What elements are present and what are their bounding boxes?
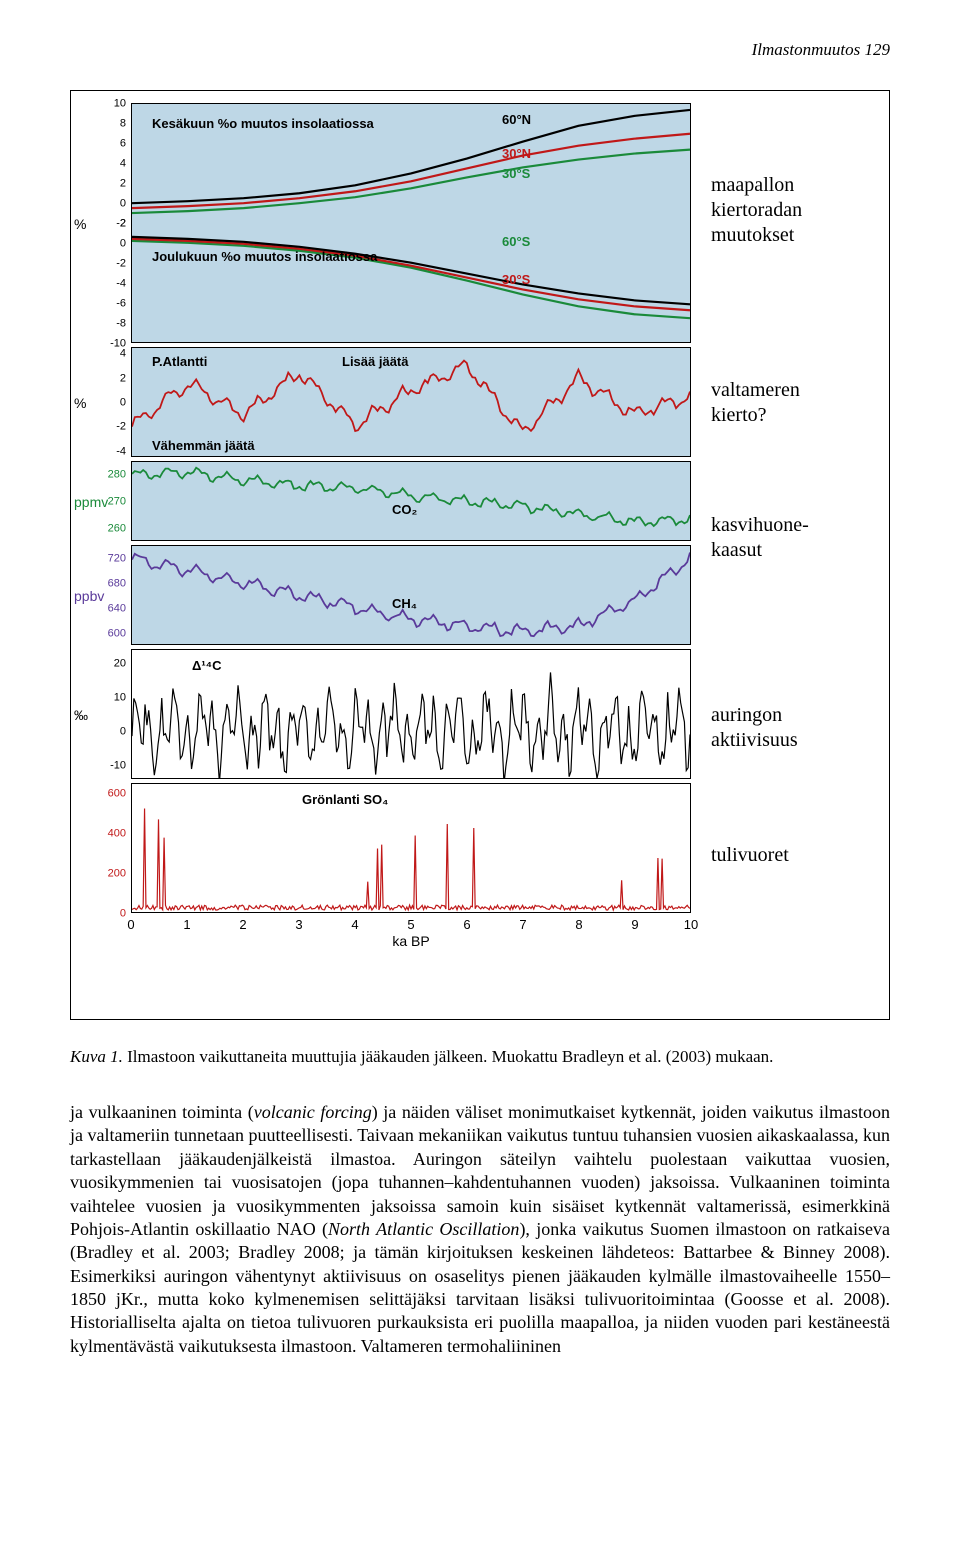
panel-label-p2_atlantic-more: Lisää jäätä: [342, 354, 409, 369]
label-ocean: valtamerenkierto?: [711, 378, 800, 428]
panel-p4_ch4: 600640680720ppbvCH₄: [131, 545, 691, 645]
label-greenhouse: kasvihuone-kaasut: [711, 513, 809, 563]
figure-caption: Kuva 1. Ilmastoon vaikuttaneita muuttuji…: [70, 1046, 890, 1069]
label-solar: auringonaktiivisuus: [711, 703, 798, 753]
panel-label-p2_atlantic-less: Vähemmän jäätä: [152, 438, 255, 453]
panel-p3_co2: 260270280ppmvCO₂: [131, 461, 691, 541]
label-volcano: tulivuoret: [711, 843, 789, 868]
panel-p5_c14: -1001020‰Δ¹⁴C: [131, 649, 691, 779]
chart-area: -20246810-10-8-6-4-202%Kesäkuun %o muuto…: [131, 103, 691, 973]
panel-label-p1_insolation-june: Kesäkuun %o muutos insolaatiossa: [152, 116, 374, 131]
panel-label-p1_insolation-s30a: 30°S: [502, 166, 530, 181]
caption-label: Kuva 1.: [70, 1047, 123, 1066]
body-paragraph: ja vulkaaninen toiminta (volcanic forcin…: [70, 1101, 890, 1358]
panel-label-p3_co2-co2: CO₂: [392, 502, 417, 517]
panel-label-p1_insolation-dec: Joulukuun %o muutos insolaatiossa: [152, 249, 377, 264]
running-head: Ilmastonmuutos 129: [70, 40, 890, 60]
panel-p6_so4: 0200400600Grönlanti SO₄: [131, 783, 691, 913]
panel-label-p1_insolation-n30: 30°N: [502, 146, 531, 161]
panel-label-p1_insolation-n60: 60°N: [502, 112, 531, 127]
panel-label-p1_insolation-s60: 60°S: [502, 234, 530, 249]
panel-label-p2_atlantic-pa: P.Atlantti: [152, 354, 207, 369]
panel-p2_atlantic: -4-2024%P.AtlanttiLisää jäätäVähemmän jä…: [131, 347, 691, 457]
panel-label-p4_ch4-ch4: CH₄: [392, 596, 417, 611]
x-axis: 012345678910ka BP: [131, 915, 691, 951]
label-orbital: maapallonkiertoradanmuutokset: [711, 173, 802, 248]
side-labels: maapallonkiertoradanmuutokset valtameren…: [711, 103, 871, 973]
panel-p1_insolation: -20246810-10-8-6-4-202%Kesäkuun %o muuto…: [131, 103, 691, 343]
panel-label-p1_insolation-s30b: 30°S: [502, 272, 530, 287]
panel-label-p5_c14-d14c: Δ¹⁴C: [192, 658, 222, 673]
figure-1: -20246810-10-8-6-4-202%Kesäkuun %o muuto…: [70, 90, 890, 1020]
panel-label-p6_so4-so4: Grönlanti SO₄: [302, 792, 388, 807]
caption-text: Ilmastoon vaikuttaneita muuttujia jääkau…: [123, 1047, 774, 1066]
